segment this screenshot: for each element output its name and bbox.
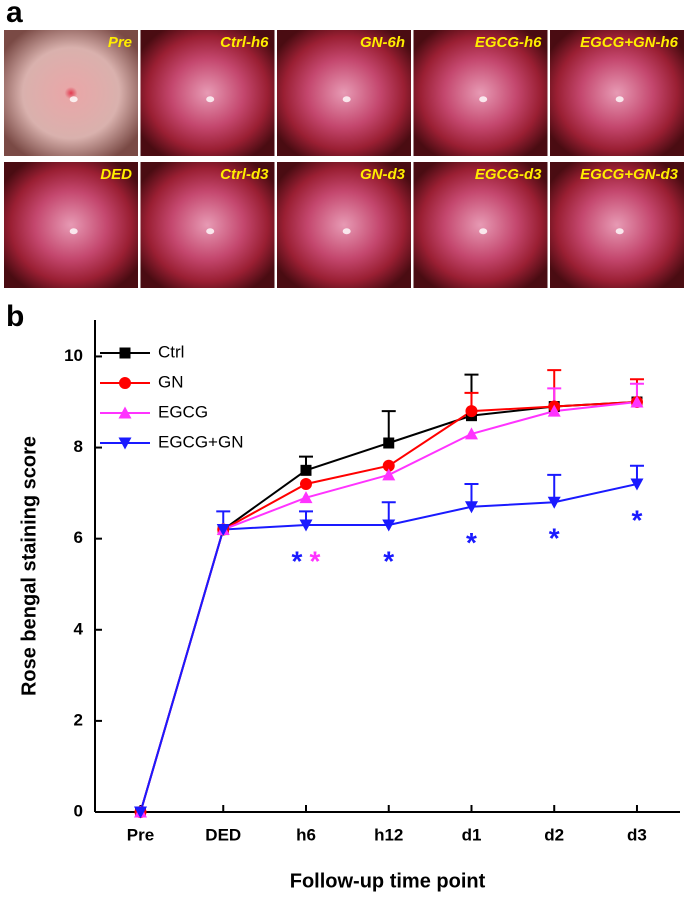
marker <box>630 478 644 491</box>
marker <box>118 406 132 419</box>
marker <box>299 519 313 532</box>
marker <box>465 405 478 418</box>
photo <box>4 162 138 288</box>
x-tick-label: d2 <box>544 825 564 844</box>
photo-highlight <box>479 228 488 235</box>
y-tick-label: 6 <box>74 528 83 547</box>
annotation: * <box>632 504 643 535</box>
x-tick-label: d1 <box>462 825 482 844</box>
marker <box>118 437 132 450</box>
x-tick-label: DED <box>205 825 241 844</box>
photo-label: GN-6h <box>360 34 405 51</box>
y-tick-label: 4 <box>74 619 84 638</box>
photo-highlight <box>206 96 215 103</box>
marker <box>630 395 644 408</box>
photo <box>413 30 548 156</box>
photo-label: EGCG+GN-d3 <box>580 166 679 183</box>
photo-highlight <box>615 96 624 103</box>
y-tick-label: 2 <box>74 710 83 729</box>
photo-highlight <box>615 228 624 235</box>
marker <box>464 501 478 514</box>
photo <box>4 30 138 156</box>
x-tick-label: h12 <box>374 825 403 844</box>
photo-highlight <box>69 228 78 235</box>
photo-label: DED <box>100 166 132 183</box>
marker <box>382 459 395 472</box>
x-tick-label: d3 <box>627 825 647 844</box>
annotation: * <box>549 523 560 554</box>
photo-highlight <box>69 96 78 103</box>
photo-highlight <box>342 96 351 103</box>
annotation: * <box>466 527 477 558</box>
photo <box>277 162 411 288</box>
marker <box>299 491 313 504</box>
photo-label: GN-d3 <box>360 166 406 183</box>
marker <box>134 806 148 819</box>
marker <box>464 427 478 440</box>
marker <box>300 464 312 476</box>
marker <box>299 478 312 490</box>
x-axis-label: Follow-up time point <box>290 870 486 892</box>
legend-label: GN <box>158 372 184 391</box>
photo-highlight <box>206 228 215 235</box>
photo-label: EGCG-d3 <box>475 166 542 183</box>
marker <box>382 468 396 481</box>
marker <box>547 496 561 509</box>
photo-highlight <box>342 228 351 235</box>
legend-label: Ctrl <box>158 342 184 361</box>
photo <box>413 162 548 288</box>
x-tick-label: h6 <box>296 825 316 844</box>
marker <box>216 524 230 537</box>
photo <box>277 30 411 156</box>
legend-label: EGCG <box>158 402 208 421</box>
annotation: * <box>383 545 394 576</box>
marker <box>547 404 561 417</box>
y-tick-label: 10 <box>64 346 83 365</box>
y-tick-label: 8 <box>74 437 83 456</box>
marker <box>383 437 395 449</box>
photo-label: Pre <box>108 34 132 51</box>
photo <box>140 162 275 288</box>
y-axis-label: Rose bengal staining score <box>18 436 40 696</box>
photo-label: EGCG-h6 <box>475 34 542 51</box>
photo-label: Ctrl-h6 <box>220 34 269 51</box>
marker <box>119 347 131 359</box>
marker <box>382 519 396 532</box>
legend-label: EGCG+GN <box>158 432 244 451</box>
photo <box>140 30 275 156</box>
photo-label: Ctrl-d3 <box>220 166 269 183</box>
panel-label: a <box>6 0 23 29</box>
photo <box>550 162 684 288</box>
annotation: * <box>310 545 321 576</box>
marker <box>119 377 131 389</box>
photo <box>550 30 684 156</box>
photo-label: EGCG+GN-h6 <box>580 34 679 51</box>
photo-highlight <box>479 96 488 103</box>
y-tick-label: 0 <box>74 801 83 820</box>
x-tick-label: Pre <box>127 825 154 844</box>
annotation: * <box>292 545 303 576</box>
panel-label: b <box>6 300 24 333</box>
series-line <box>139 483 638 813</box>
